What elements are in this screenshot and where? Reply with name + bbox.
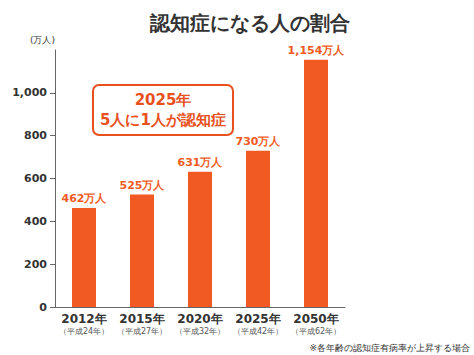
svg-text:2015年: 2015年 [119, 312, 164, 326]
svg-text:(万人): (万人) [30, 35, 55, 45]
svg-text:5人に1人が認知症: 5人に1人が認知症 [100, 111, 226, 129]
svg-text:認知症になる人の割合: 認知症になる人の割合 [149, 11, 350, 35]
svg-text:631万人: 631万人 [178, 156, 224, 169]
svg-text:2025年: 2025年 [235, 312, 280, 326]
svg-text:200: 200 [24, 258, 47, 271]
svg-text:600: 600 [24, 172, 47, 185]
svg-text:0: 0 [39, 301, 47, 314]
svg-text:525万人: 525万人 [120, 179, 166, 192]
svg-text:2020年: 2020年 [177, 312, 222, 326]
svg-text:（平成27年）: （平成27年） [117, 327, 167, 336]
svg-text:1,154万人: 1,154万人 [288, 44, 346, 57]
svg-text:462万人: 462万人 [62, 192, 108, 205]
svg-text:2012年: 2012年 [61, 312, 106, 326]
svg-text:2025年: 2025年 [135, 91, 192, 109]
svg-text:（平成32年）: （平成32年） [175, 327, 225, 336]
svg-text:2050年: 2050年 [293, 312, 338, 326]
svg-text:400: 400 [24, 215, 47, 228]
svg-text:※各年齢の認知症有病率が上昇する場合: ※各年齢の認知症有病率が上昇する場合 [309, 343, 470, 353]
svg-text:（平成62年）: （平成62年） [291, 327, 341, 336]
svg-text:（平成42年）: （平成42年） [233, 327, 283, 336]
svg-text:（平成24年）: （平成24年） [59, 327, 109, 336]
svg-text:800: 800 [24, 129, 47, 142]
svg-text:1,000: 1,000 [12, 86, 47, 99]
svg-text:730万人: 730万人 [236, 135, 282, 148]
